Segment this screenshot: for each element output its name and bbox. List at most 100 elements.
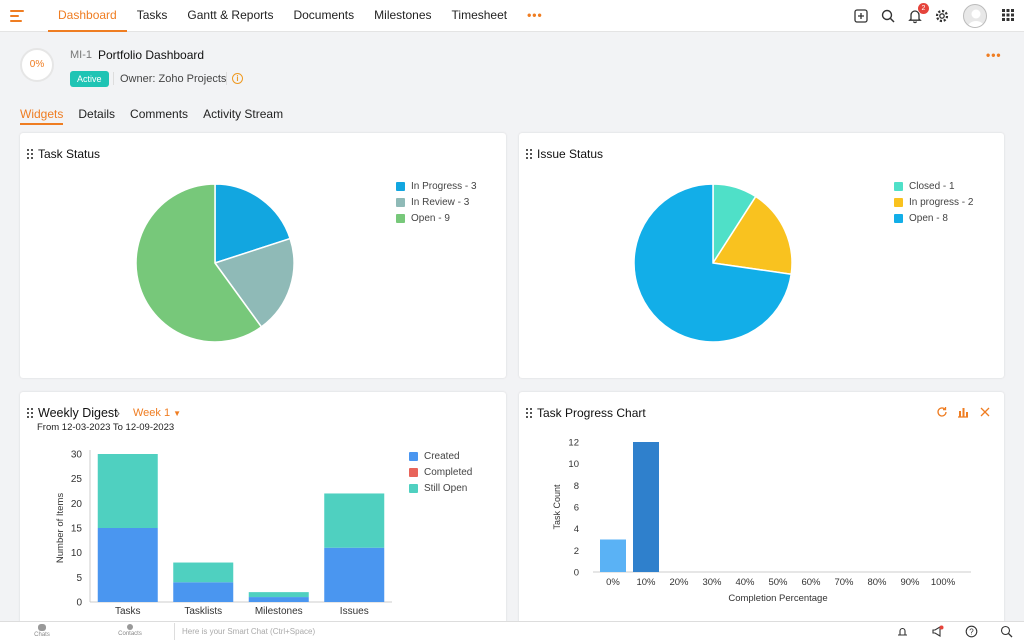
- widget-title: Issue Status: [537, 147, 604, 161]
- legend-item-in-review[interactable]: In Review - 3: [396, 194, 477, 210]
- user-avatar[interactable]: [963, 4, 987, 28]
- divider: [226, 72, 227, 85]
- nav-documents[interactable]: Documents: [293, 8, 355, 22]
- x-tick-label: 60%: [801, 577, 821, 588]
- x-tick-label: 30%: [702, 577, 722, 588]
- main-nav: Dashboard Tasks Gantt & Reports Document…: [48, 0, 553, 32]
- x-tick-label: 80%: [867, 577, 887, 588]
- task-status-widget: Task Status In Progress - 3 In Review - …: [20, 133, 506, 378]
- legend-item-in-progress[interactable]: In Progress - 3: [396, 178, 477, 194]
- y-tick-label: 10: [71, 548, 83, 559]
- y-tick-label: 2: [574, 546, 579, 557]
- menu-icon[interactable]: [10, 10, 24, 22]
- x-tick-label: Milestones: [255, 606, 303, 617]
- legend-item-closed[interactable]: Closed - 1: [894, 178, 973, 194]
- drag-handle-icon[interactable]: [526, 408, 532, 418]
- x-tick-label: Tasklists: [184, 606, 222, 617]
- date-range: From 12-03-2023 To 12-09-2023: [37, 422, 175, 433]
- nav-milestones[interactable]: Milestones: [374, 8, 432, 22]
- x-tick-label: 40%: [735, 577, 755, 588]
- widget-title: Task Status: [38, 147, 101, 161]
- project-more-button[interactable]: •••: [986, 48, 1002, 62]
- y-tick-label: 15: [71, 524, 83, 535]
- widget-title: Weekly Digest: [38, 406, 118, 420]
- nav-gantt-reports[interactable]: Gantt & Reports: [187, 8, 274, 22]
- legend-item-completed[interactable]: Completed: [409, 464, 472, 480]
- refresh-icon[interactable]: [935, 405, 949, 419]
- tab-activity-stream[interactable]: Activity Stream: [203, 107, 284, 121]
- x-tick-label: 100%: [931, 577, 956, 588]
- task-progress-bar-chart: 0 2 4 6 8 10 12 Task Count 0% 10% 20% 30% 40% 50% 60% 7…: [552, 438, 971, 604]
- legend-label: In progress - 2: [909, 196, 974, 208]
- pie-slice-2: [633, 183, 793, 343]
- pie-slice-1: [711, 195, 793, 276]
- bar-segment-created: [248, 597, 309, 602]
- chats-button[interactable]: Chats: [27, 624, 57, 638]
- y-tick-label: 10: [568, 459, 579, 470]
- task-progress-widget: Task Progress Chart 0 2 4 6 8 10 12 Task Count 0…: [519, 392, 1004, 632]
- info-icon[interactable]: i: [232, 73, 243, 84]
- issue-status-widget: Issue Status Closed - 1 In progress - 2 …: [519, 133, 1004, 378]
- y-tick-label: 8: [574, 481, 579, 492]
- apps-grid-icon[interactable]: [1001, 8, 1017, 24]
- status-badge[interactable]: Active: [70, 71, 109, 87]
- contacts-button[interactable]: Contacts: [115, 624, 145, 637]
- notification-bell-icon[interactable]: 2: [907, 3, 929, 24]
- tab-comments[interactable]: Comments: [130, 107, 189, 121]
- announcement-icon[interactable]: [896, 625, 909, 638]
- x-tick-label: 0%: [606, 577, 620, 588]
- bar-segment-still-open: [97, 454, 158, 528]
- smart-chat-input[interactable]: Here is your Smart Chat (Ctrl+Space): [174, 623, 874, 640]
- settings-gear-icon[interactable]: [934, 8, 950, 24]
- x-tick-label: 20%: [669, 577, 689, 588]
- chevron-right-icon: ›: [116, 406, 120, 420]
- legend-item-in-progress[interactable]: In progress - 2: [894, 194, 973, 210]
- legend-item-still-open[interactable]: Still Open: [409, 480, 472, 496]
- caret-down-icon: ▼: [173, 409, 182, 418]
- drag-handle-icon[interactable]: [27, 149, 33, 159]
- x-tick-label: 10%: [636, 577, 656, 588]
- legend-item-open[interactable]: Open - 8: [894, 210, 973, 226]
- week-selector[interactable]: Week 1 ▼: [133, 407, 181, 419]
- divider: [113, 72, 114, 85]
- drag-handle-icon[interactable]: [27, 408, 33, 418]
- y-tick-label: 0: [76, 598, 82, 609]
- x-tick-label: 50%: [768, 577, 788, 588]
- task-status-pie-chart: [135, 183, 295, 343]
- legend-label: Completed: [424, 466, 473, 478]
- project-progress-circle: 0%: [20, 48, 54, 82]
- bar-segment-created: [324, 547, 385, 602]
- legend-item-open[interactable]: Open - 9: [396, 210, 477, 226]
- chart-type-icon[interactable]: [956, 405, 970, 419]
- zoom-search-icon[interactable]: [1000, 625, 1013, 638]
- legend-item-created[interactable]: Created: [409, 448, 472, 464]
- notification-count-badge: 2: [918, 3, 929, 14]
- close-icon[interactable]: [978, 405, 992, 419]
- widget-title: Task Progress Chart: [537, 406, 646, 420]
- pie-slice-2: [135, 183, 263, 343]
- y-tick-label: 0: [574, 568, 579, 579]
- legend-label: Open - 9: [411, 212, 450, 224]
- x-tick-label: 90%: [900, 577, 920, 588]
- nav-timesheet[interactable]: Timesheet: [451, 8, 508, 22]
- x-tick-label: Issues: [340, 606, 369, 617]
- nav-more-button[interactable]: •••: [527, 8, 543, 22]
- tab-widgets[interactable]: Widgets: [20, 107, 64, 125]
- help-icon[interactable]: ?: [965, 625, 978, 638]
- svg-text:?: ?: [969, 627, 974, 636]
- drag-handle-icon[interactable]: [526, 149, 532, 159]
- nav-dashboard[interactable]: Dashboard: [48, 0, 127, 32]
- search-icon[interactable]: [880, 8, 896, 24]
- y-axis-label: Number of Items: [55, 493, 66, 563]
- y-tick-label: 30: [71, 450, 83, 461]
- bar-segment-still-open: [173, 562, 234, 583]
- x-tick-label: 70%: [834, 577, 854, 588]
- chat-icon: [38, 624, 46, 631]
- add-icon[interactable]: [853, 8, 869, 24]
- nav-tasks[interactable]: Tasks: [136, 8, 168, 22]
- bar-segment-created: [97, 528, 158, 602]
- megaphone-icon[interactable]: [931, 625, 944, 638]
- tab-details[interactable]: Details: [78, 107, 116, 121]
- project-name[interactable]: Portfolio Dashboard: [98, 48, 205, 62]
- issue-status-legend: Closed - 1 In progress - 2 Open - 8: [894, 178, 973, 226]
